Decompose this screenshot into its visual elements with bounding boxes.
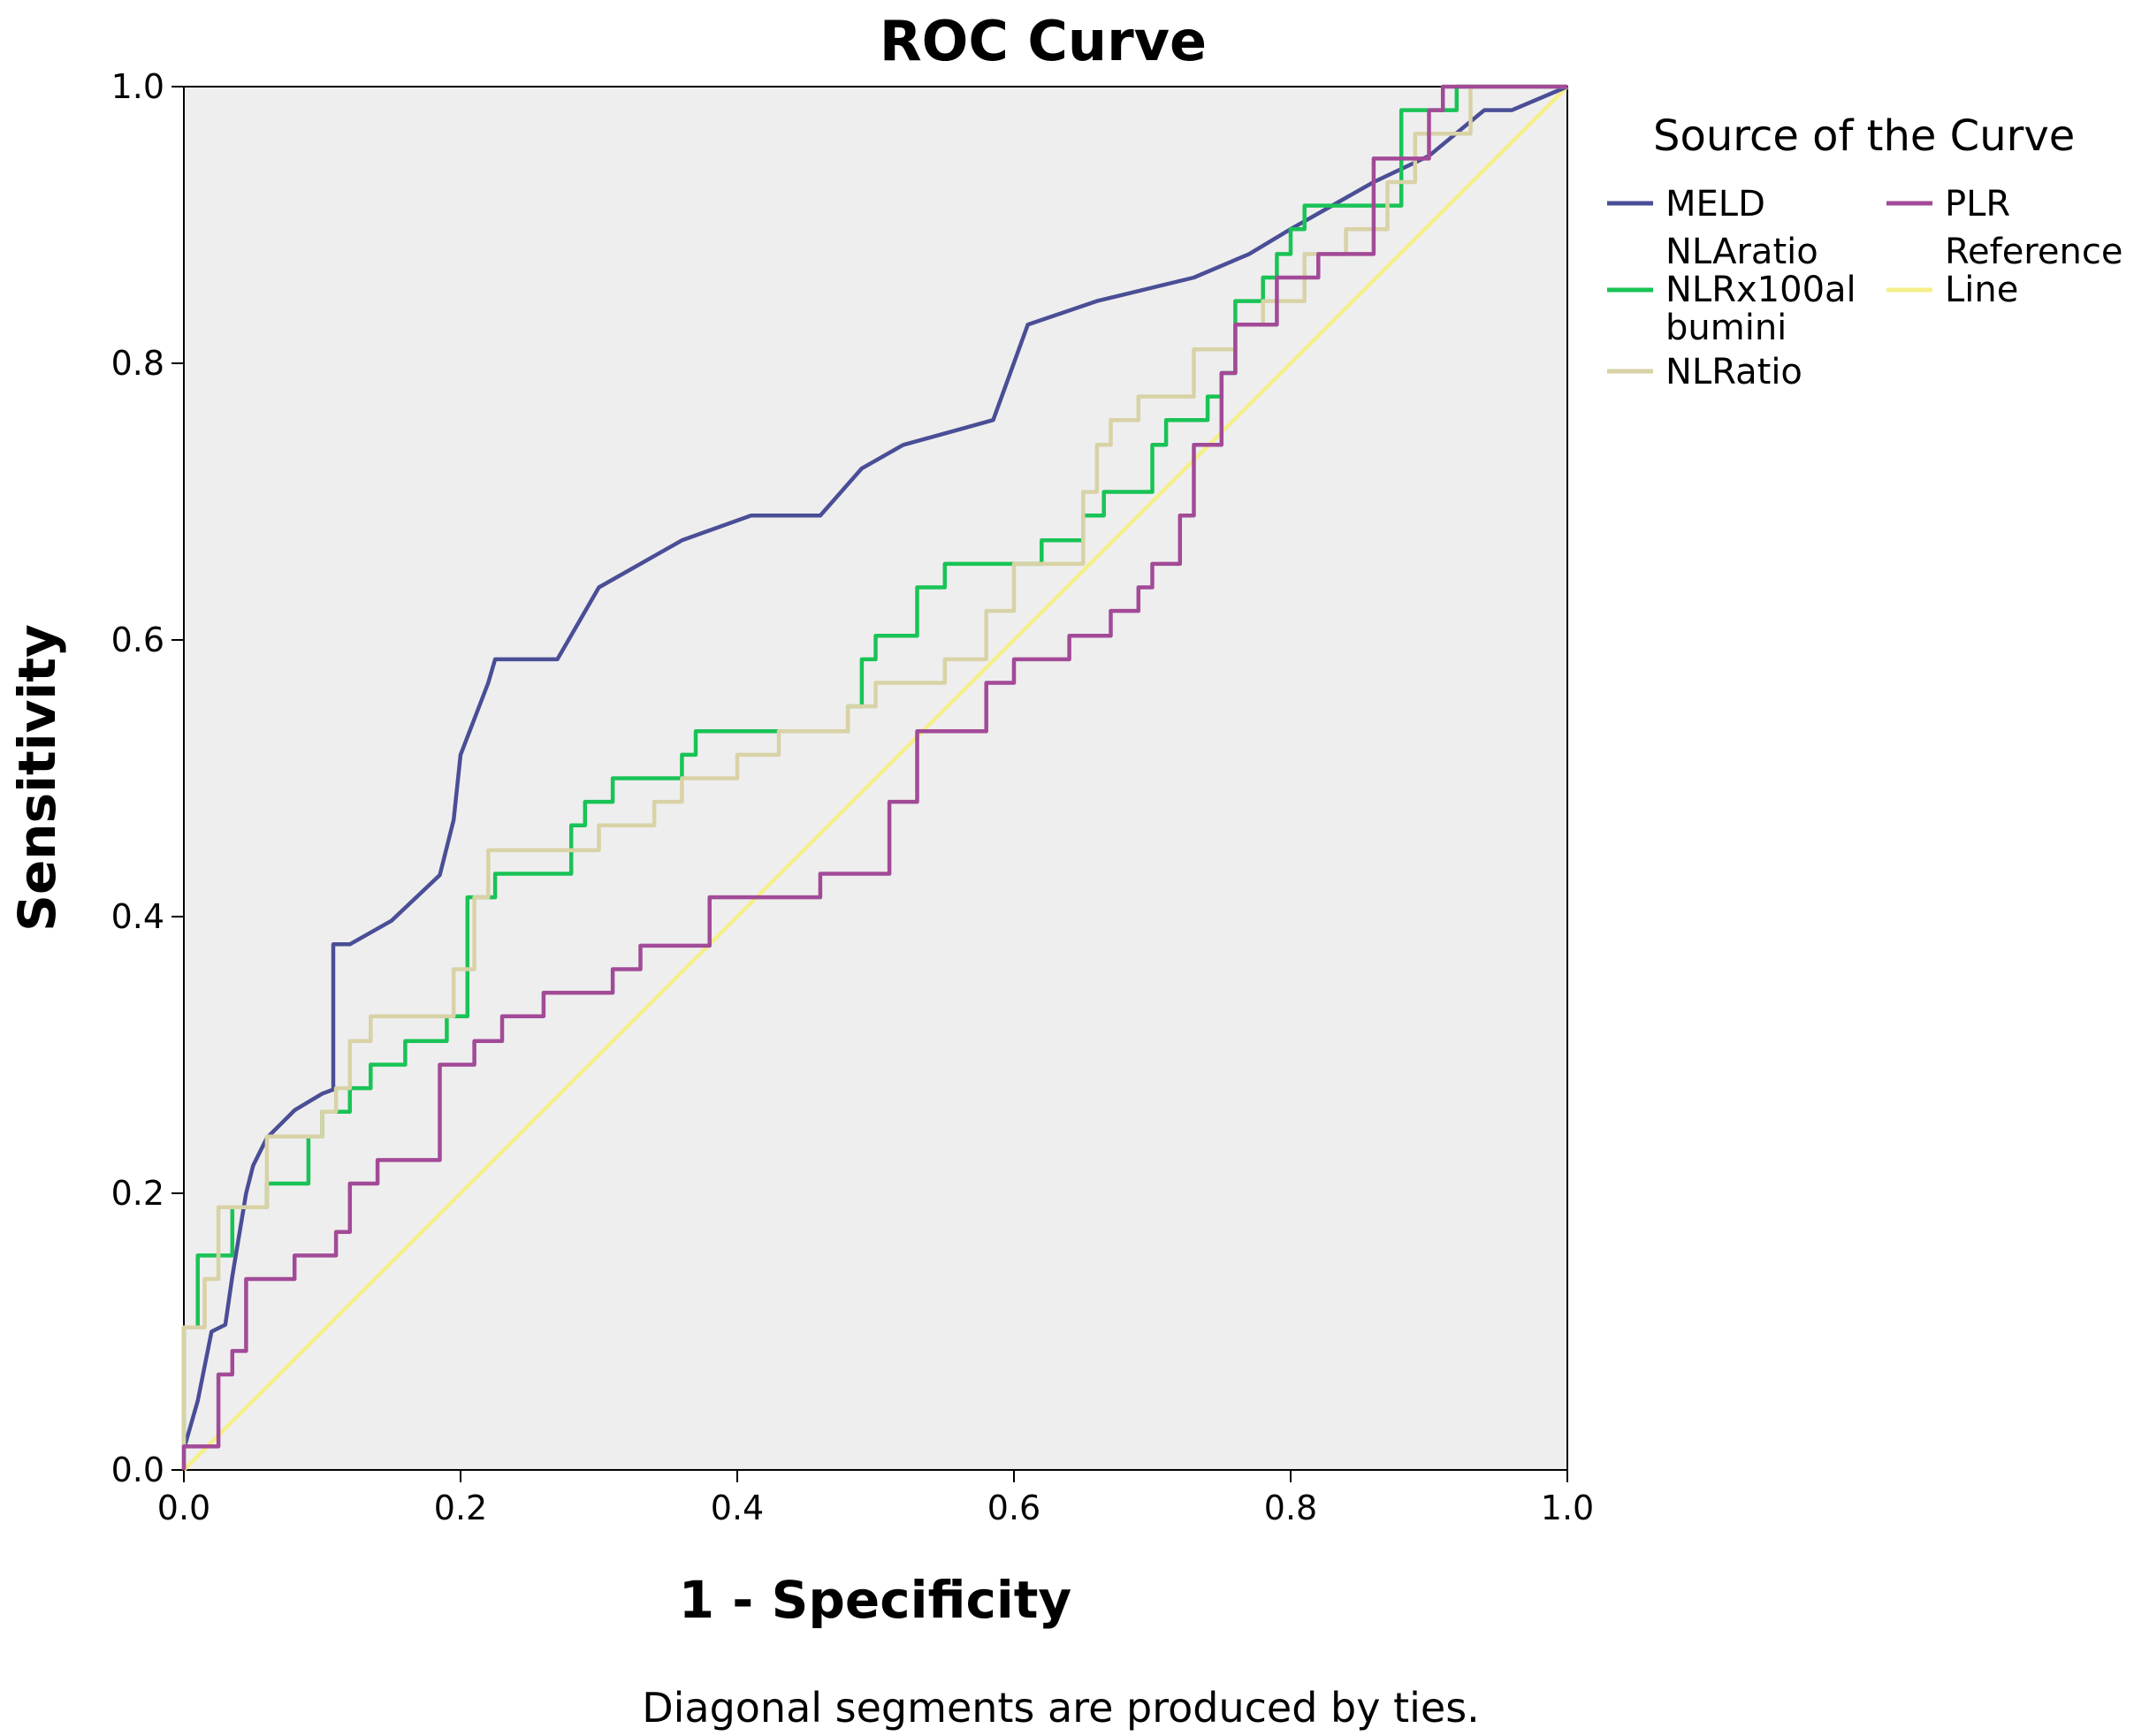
series-line-nlaratio-nlrx100albumini — [181, 84, 1567, 1470]
y-axis: 0.0 0.2 0.4 0.6 0.8 1.0 — [111, 67, 184, 1489]
legend-label: PLR — [1945, 184, 2010, 225]
series-line-nlratio — [181, 84, 1567, 1470]
legend-title: Source of the Curve — [1653, 111, 2075, 161]
x-tick-label: 0.4 — [711, 1489, 764, 1527]
x-tick-label: 0.2 — [434, 1489, 487, 1527]
chart-title: ROC Curve — [880, 9, 1207, 73]
series-line-meld — [181, 84, 1568, 1450]
y-tick-label: 0.0 — [111, 1450, 164, 1489]
y-tick-label: 0.6 — [111, 621, 164, 659]
y-tick-label: 0.8 — [111, 344, 164, 383]
legend-label: NLAratio — [1665, 232, 1818, 272]
legend-item-plr: PLR — [1886, 184, 2010, 225]
legend-item-meld: MELD — [1607, 184, 1765, 225]
x-axis: 0.0 0.2 0.4 0.6 0.8 1.0 — [157, 1470, 1594, 1527]
legend-label: NLRx100al — [1665, 270, 1856, 310]
legend-label: NLRatio — [1665, 352, 1802, 392]
series-layer — [181, 84, 1569, 1472]
x-tick-label: 0.0 — [157, 1489, 210, 1527]
y-tick-label: 1.0 — [111, 67, 164, 106]
legend-label: Reference — [1945, 232, 2123, 272]
series-line-reference-line — [182, 85, 1569, 1472]
series-line-plr — [181, 84, 1567, 1470]
x-tick-label: 0.8 — [1264, 1489, 1317, 1527]
legend-label: MELD — [1665, 184, 1765, 225]
y-tick-label: 0.4 — [111, 897, 164, 936]
legend-label: bumini — [1665, 308, 1787, 348]
footnote: Diagonal segments are produced by ties. — [642, 1684, 1480, 1732]
y-tick-label: 0.2 — [111, 1174, 164, 1213]
legend-label: Line — [1945, 270, 2018, 310]
legend-item-nlratio: NLRatio — [1607, 352, 1802, 392]
x-axis-title: 1 - Specificity — [679, 1570, 1072, 1630]
y-axis-title: Sensitivity — [7, 624, 67, 932]
x-tick-label: 1.0 — [1541, 1489, 1594, 1527]
x-tick-label: 0.6 — [987, 1489, 1040, 1527]
